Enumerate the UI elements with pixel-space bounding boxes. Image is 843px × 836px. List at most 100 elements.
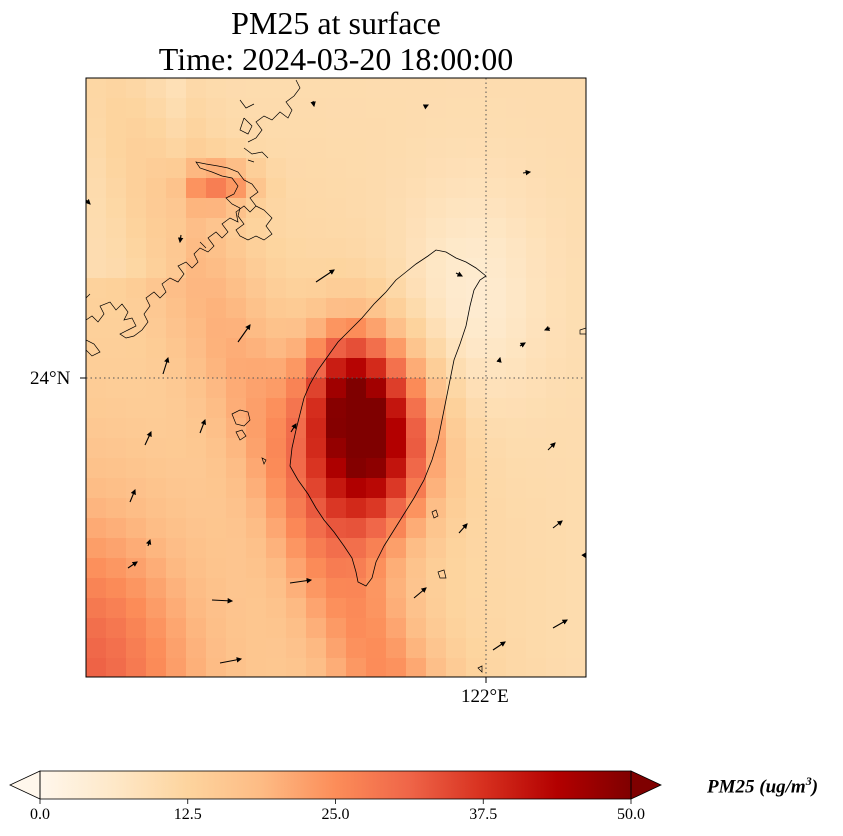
pm25-cell [226, 678, 247, 699]
pm25-cell [206, 238, 227, 259]
pm25-cell [286, 78, 307, 79]
pm25-cell [406, 338, 427, 359]
pm25-cell [166, 678, 187, 699]
pm25-cell [426, 218, 447, 239]
pm25-cell [206, 178, 227, 199]
pm25-cell [526, 598, 547, 619]
pm25-cell [186, 98, 207, 119]
pm25-cell [346, 678, 367, 699]
pm25-cell [546, 418, 567, 439]
pm25-cell [346, 218, 367, 239]
pm25-cell [426, 538, 447, 559]
pm25-cell [86, 658, 107, 677]
pm25-cell [286, 158, 307, 179]
pm25-cell [166, 278, 187, 299]
pm25-cell [426, 278, 447, 299]
pm25-cell [186, 338, 207, 359]
pm25-cell [226, 158, 247, 179]
pm25-cell [366, 278, 387, 299]
pm25-cell [386, 398, 407, 419]
wind-arrow [543, 325, 551, 331]
pm25-cell [406, 178, 427, 199]
pm25-cell [406, 298, 427, 319]
pm25-cell [546, 578, 567, 599]
pm25-cell [106, 618, 127, 639]
pm25-cell [546, 638, 567, 659]
figure-subtitle-time: Time: 2024-03-20 18:00:00 [158, 41, 514, 77]
pm25-cell [206, 578, 227, 599]
pm25-cell [306, 518, 327, 539]
pm25-cell [586, 638, 607, 659]
pm25-cell [186, 638, 207, 659]
colorbar-label: PM25 (ug/m3) [707, 774, 819, 798]
pm25-cell [426, 358, 447, 379]
pm25-cell [586, 578, 607, 599]
colorbar-tick-label: 0.0 [30, 806, 50, 823]
pm25-cell [166, 398, 187, 419]
pm25-cell [206, 338, 227, 359]
pm25-cell [546, 178, 567, 199]
pm25-cell [446, 158, 467, 179]
pm25-cell [386, 618, 407, 639]
pm25-cell [246, 398, 267, 419]
pm25-cell [306, 178, 327, 199]
pm25-cell [146, 578, 167, 599]
pm25-cell [526, 478, 547, 499]
pm25-cell [426, 438, 447, 459]
pm25-cell [486, 438, 507, 459]
pm25-cell [386, 458, 407, 479]
pm25-cell [206, 258, 227, 279]
pm25-cell [406, 638, 427, 659]
pm25-cell [86, 518, 107, 539]
pm25-cell [146, 178, 167, 199]
pm25-cell [246, 178, 267, 199]
pm25-cell [566, 278, 586, 299]
pm25-cell [246, 578, 267, 599]
pm25-cell [186, 78, 207, 99]
pm25-cell [246, 198, 267, 219]
pm25-cell [166, 578, 187, 599]
pm25-cell [566, 598, 586, 619]
pm25-cell [206, 458, 227, 479]
pm25-cell [126, 138, 147, 159]
pm25-cell [206, 278, 227, 299]
pm25-cell [486, 138, 507, 159]
pm25-cell [546, 198, 567, 219]
pm25-cell [186, 318, 207, 339]
pm25-cell [166, 78, 187, 79]
pm25-cell [526, 618, 547, 639]
pm25-cell [86, 458, 87, 479]
pm25-cell [546, 318, 567, 339]
penghu-islands [231, 409, 267, 465]
pm25-cell [206, 78, 227, 99]
pm25-cell [226, 98, 247, 119]
pm25-cell [386, 578, 407, 599]
pm25-cell [86, 618, 87, 639]
pm25-cell [446, 478, 467, 499]
pm25-cell [386, 438, 407, 459]
pm25-cell [506, 298, 527, 319]
pm25-cell [526, 98, 547, 119]
pm25-cell [166, 78, 187, 99]
pm25-cell [146, 78, 167, 99]
pm25-cell [486, 378, 507, 399]
pm25-cell [466, 558, 487, 579]
pm25-cell [106, 538, 127, 559]
pm25-cell [586, 238, 607, 259]
pm25-cell [86, 578, 107, 599]
pm25-cell [346, 638, 367, 659]
pm25-cell [386, 178, 407, 199]
pm25-cell [566, 458, 586, 479]
pm25-cell [166, 358, 187, 379]
pm25-cell [446, 98, 467, 119]
pm25-cell [246, 658, 267, 677]
pm25-cell [526, 558, 547, 579]
pm25-cell [306, 418, 327, 439]
pm25-cell [486, 418, 507, 439]
pm25-cell [386, 358, 407, 379]
pm25-field-cells [86, 78, 607, 699]
pm25-cell [506, 378, 527, 399]
pm25-cell [346, 378, 367, 399]
pm25-cell [186, 678, 207, 699]
pm25-cell [426, 118, 447, 139]
